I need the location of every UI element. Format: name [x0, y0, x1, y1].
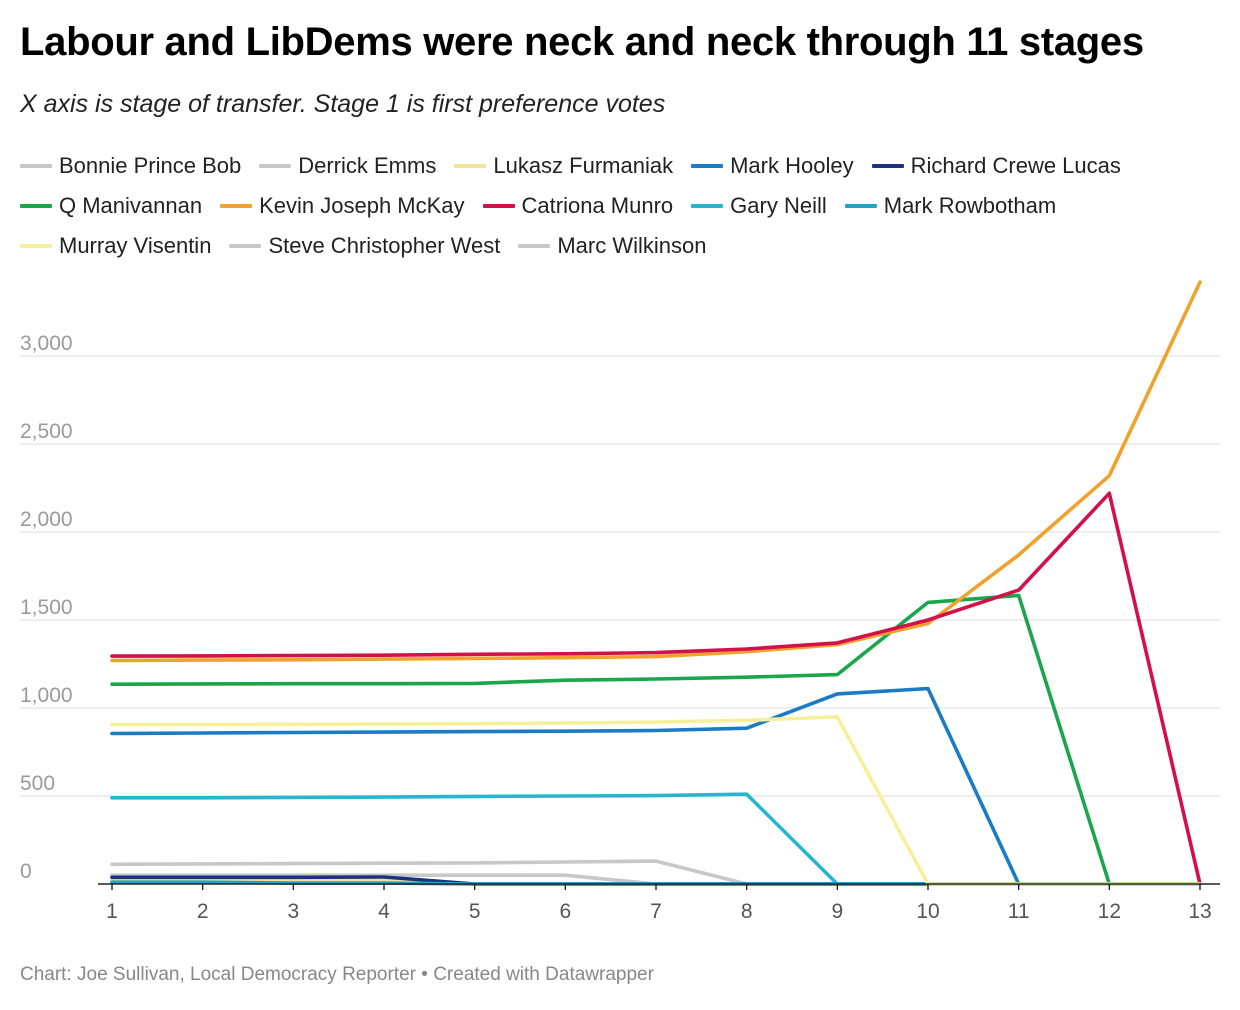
y-tick-label: 1,500	[20, 596, 73, 619]
y-tick-label: 0	[20, 860, 32, 883]
x-tick-label: 5	[469, 900, 481, 923]
legend-item[interactable]: Murray Visentin	[20, 233, 211, 259]
series-line	[110, 280, 1202, 663]
legend-item[interactable]: Catriona Munro	[482, 193, 674, 219]
x-tick-label: 2	[197, 900, 209, 923]
legend-item[interactable]: Mark Hooley	[691, 153, 854, 179]
legend-swatch	[454, 164, 487, 168]
legend-swatch	[482, 204, 515, 208]
legend-swatch	[691, 204, 724, 208]
series-lines	[110, 280, 1202, 886]
legend-item[interactable]: Richard Crewe Lucas	[871, 153, 1121, 179]
legend-row: Bonnie Prince Bob Derrick Emms Lukasz Fu…	[20, 146, 1220, 186]
y-tick-label: 500	[20, 772, 55, 795]
legend-swatch	[20, 204, 52, 208]
legend-label: Kevin Joseph McKay	[259, 193, 465, 218]
legend-item[interactable]: Mark Rowbotham	[844, 193, 1057, 219]
y-tick-label: 3,000	[20, 332, 73, 355]
chart-title: Labour and LibDems were neck and neck th…	[20, 20, 1144, 64]
legend-swatch	[871, 164, 904, 168]
legend-row: Murray Visentin Steve Christopher West M…	[20, 226, 1220, 266]
legend-label: Gary Neill	[730, 193, 827, 218]
y-tick-label: 2,000	[20, 508, 73, 531]
x-tick-label: 7	[650, 900, 662, 923]
legend-swatch	[20, 244, 52, 248]
legend-swatch	[20, 164, 52, 168]
series-line	[110, 686, 1202, 886]
legend-label: Lukasz Furmaniak	[493, 153, 674, 178]
y-tick-label: 2,500	[20, 420, 73, 443]
legend-swatch	[229, 244, 262, 248]
legend-label: Catriona Munro	[521, 193, 674, 218]
x-tick-label: 9	[831, 900, 843, 923]
legend-row: Q Manivannan Kevin Joseph McKay Catriona…	[20, 186, 1220, 226]
legend-swatch	[518, 244, 551, 248]
legend-swatch	[220, 204, 253, 208]
legend-label: Q Manivannan	[59, 193, 203, 218]
x-tick-label: 10	[916, 900, 939, 923]
legend-label: Murray Visentin	[59, 233, 212, 258]
x-tick-label: 13	[1188, 900, 1211, 923]
chart-footer: Chart: Joe Sullivan, Local Democracy Rep…	[20, 964, 654, 985]
legend-label: Marc Wilkinson	[557, 233, 707, 258]
legend-item[interactable]: Kevin Joseph McKay	[220, 193, 465, 219]
series-line	[110, 792, 1202, 886]
x-tick-label: 11	[1008, 900, 1030, 923]
legend-item[interactable]: Lukasz Furmaniak	[454, 153, 673, 179]
chart-legend: Bonnie Prince Bob Derrick Emms Lukasz Fu…	[20, 146, 1220, 266]
legend-label: Derrick Emms	[298, 153, 437, 178]
legend-label: Steve Christopher West	[268, 233, 501, 258]
series-line	[110, 593, 1202, 886]
legend-swatch	[691, 164, 724, 168]
x-tick-label: 12	[1098, 900, 1121, 923]
legend-item[interactable]: Derrick Emms	[259, 153, 436, 179]
legend-item[interactable]: Q Manivannan	[20, 193, 202, 219]
x-tick-label: 6	[559, 900, 571, 923]
legend-item[interactable]: Bonnie Prince Bob	[20, 153, 241, 179]
legend-item[interactable]: Steve Christopher West	[229, 233, 500, 259]
legend-label: Bonnie Prince Bob	[59, 153, 242, 178]
x-tick-label: 3	[287, 900, 299, 923]
y-tick-label: 1,000	[20, 684, 73, 707]
x-tick-label: 4	[378, 900, 390, 923]
legend-label: Mark Rowbotham	[883, 193, 1057, 218]
chart-subtitle: X axis is stage of transfer. Stage 1 is …	[20, 90, 666, 118]
legend-item[interactable]: Marc Wilkinson	[518, 233, 707, 259]
x-tick-label: 1	[106, 900, 118, 923]
x-tick-label: 8	[741, 900, 753, 923]
legend-swatch	[259, 164, 292, 168]
legend-swatch	[844, 204, 877, 208]
series-line	[110, 491, 1202, 886]
legend-label: Mark Hooley	[730, 153, 854, 178]
legend-label: Richard Crewe Lucas	[910, 153, 1121, 178]
series-line	[110, 714, 1202, 886]
legend-item[interactable]: Gary Neill	[691, 193, 827, 219]
